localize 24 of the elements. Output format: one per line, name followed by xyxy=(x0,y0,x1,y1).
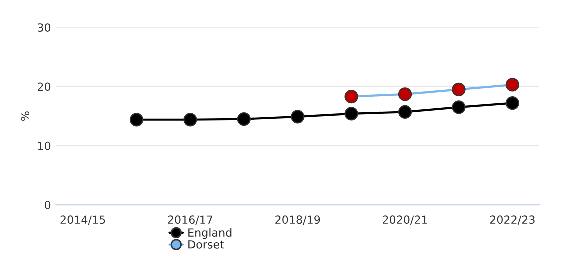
x-tick-label: 2020/21 xyxy=(383,216,428,225)
y-tick-label: 10 xyxy=(38,142,51,150)
point xyxy=(344,90,358,104)
point xyxy=(452,82,466,97)
x-tick-label: 2018/19 xyxy=(276,216,320,225)
point xyxy=(506,78,520,92)
y-axis-title: % xyxy=(21,112,30,121)
point xyxy=(130,113,144,127)
point xyxy=(237,112,251,126)
y-tick-label: 30 xyxy=(38,24,51,32)
point xyxy=(398,88,412,102)
x-tick-label: 2022/23 xyxy=(490,216,535,225)
point xyxy=(291,110,305,124)
x-tick-label: 2016/17 xyxy=(168,216,213,225)
point xyxy=(184,113,198,127)
y-tick-label: 0 xyxy=(45,201,51,210)
legend-label: Dorset xyxy=(188,240,224,249)
y-tick-label: 20 xyxy=(38,82,51,92)
legend-label: England xyxy=(188,228,232,240)
x-tick-label: 2014/15 xyxy=(60,216,106,225)
point xyxy=(452,100,466,114)
point xyxy=(344,107,358,121)
point xyxy=(398,105,412,119)
point xyxy=(506,96,520,110)
